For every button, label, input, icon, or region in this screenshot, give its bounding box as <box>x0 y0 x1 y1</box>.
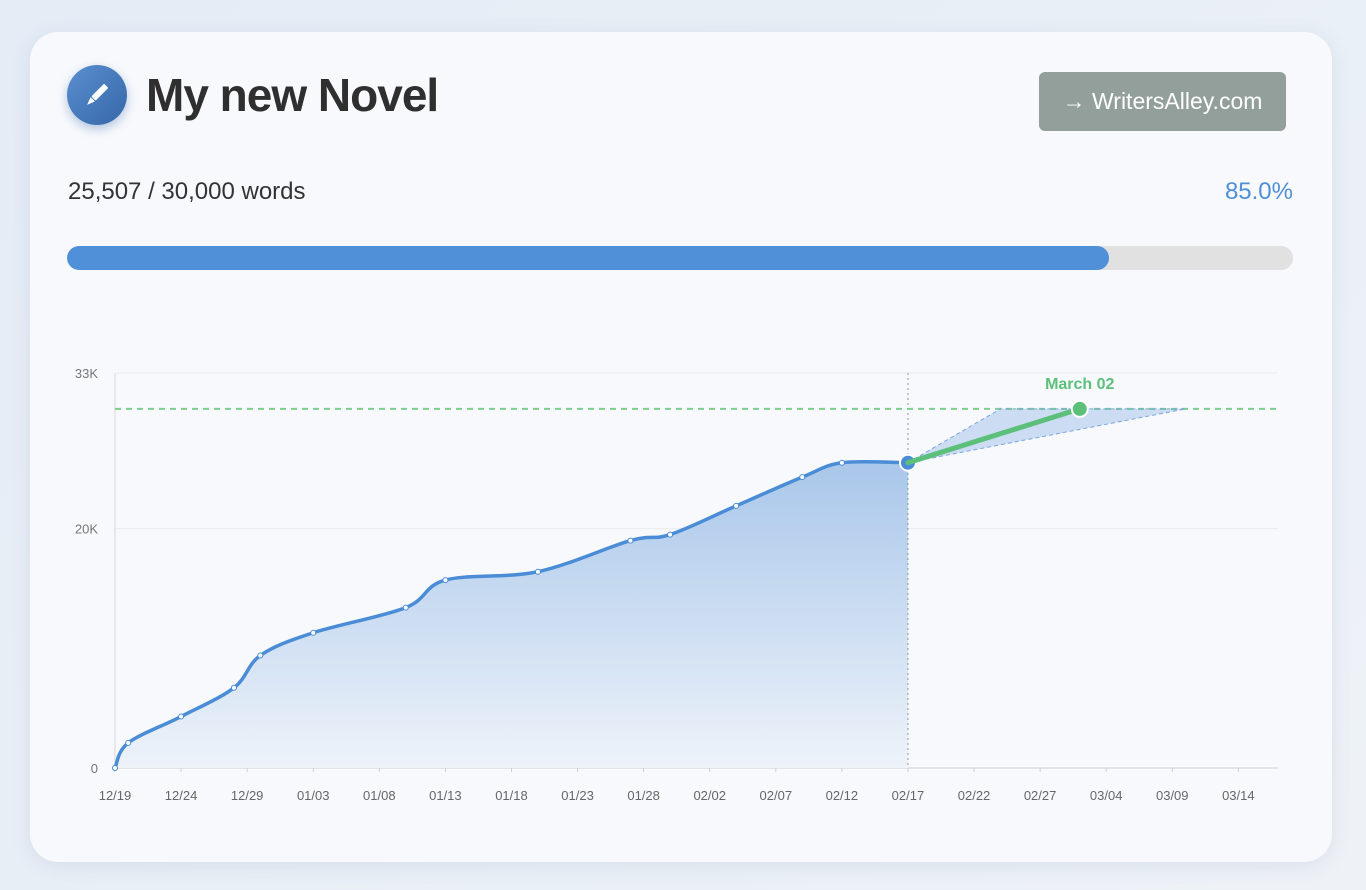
y-tick-label: 20K <box>75 522 98 537</box>
point <box>534 568 541 575</box>
x-tick-label: 02/12 <box>826 788 859 803</box>
x-tick-label: 01/23 <box>561 788 594 803</box>
x-tick-label: 02/02 <box>693 788 726 803</box>
point <box>667 531 674 538</box>
point <box>257 652 264 659</box>
x-tick-label: 01/18 <box>495 788 528 803</box>
word-count: 25,507 / 30,000 words <box>68 178 306 205</box>
x-tick-label: 03/14 <box>1222 788 1255 803</box>
title: My new Novel <box>146 69 439 121</box>
percent: 85.0% <box>1224 178 1293 205</box>
y-tick-label: 0 <box>91 761 98 776</box>
x-tick-label: 12/24 <box>165 788 198 803</box>
point <box>112 765 118 771</box>
point <box>230 684 237 691</box>
x-tick-label: 01/28 <box>627 788 660 803</box>
projection-line <box>905 406 1083 466</box>
point <box>442 577 449 584</box>
line <box>113 459 908 769</box>
projection-label: March 02 <box>1045 376 1114 393</box>
x-tick-label: 12/29 <box>231 788 264 803</box>
point <box>178 713 185 720</box>
projection-point <box>1070 399 1089 418</box>
x-tick-label: 02/22 <box>958 788 991 803</box>
x-tick-label: 01/08 <box>363 788 396 803</box>
area <box>115 461 908 768</box>
x-tick-label: 02/07 <box>760 788 793 803</box>
point <box>799 474 806 481</box>
x-tick-label: 12/19 <box>99 788 132 803</box>
progress-fill <box>67 246 1110 270</box>
pen-icon <box>67 65 127 125</box>
x-tick-label: 03/04 <box>1090 788 1123 803</box>
y-tick-label: 33K <box>75 366 98 381</box>
projection-range <box>907 408 1186 464</box>
point <box>125 739 132 746</box>
point <box>402 604 409 611</box>
point <box>838 459 845 466</box>
point <box>627 537 634 544</box>
progress-track <box>67 246 1293 270</box>
x-tick-label: 03/09 <box>1156 788 1189 803</box>
pen-glyph <box>87 84 108 105</box>
point <box>733 502 740 509</box>
x-tick-label: 02/27 <box>1024 788 1057 803</box>
x-tick-label: 01/03 <box>297 788 330 803</box>
link-button[interactable]: → WritersAlley.com <box>1039 72 1286 131</box>
x-tick-label: 01/13 <box>429 788 462 803</box>
x-tick-label: 02/17 <box>892 788 925 803</box>
point <box>310 629 317 636</box>
